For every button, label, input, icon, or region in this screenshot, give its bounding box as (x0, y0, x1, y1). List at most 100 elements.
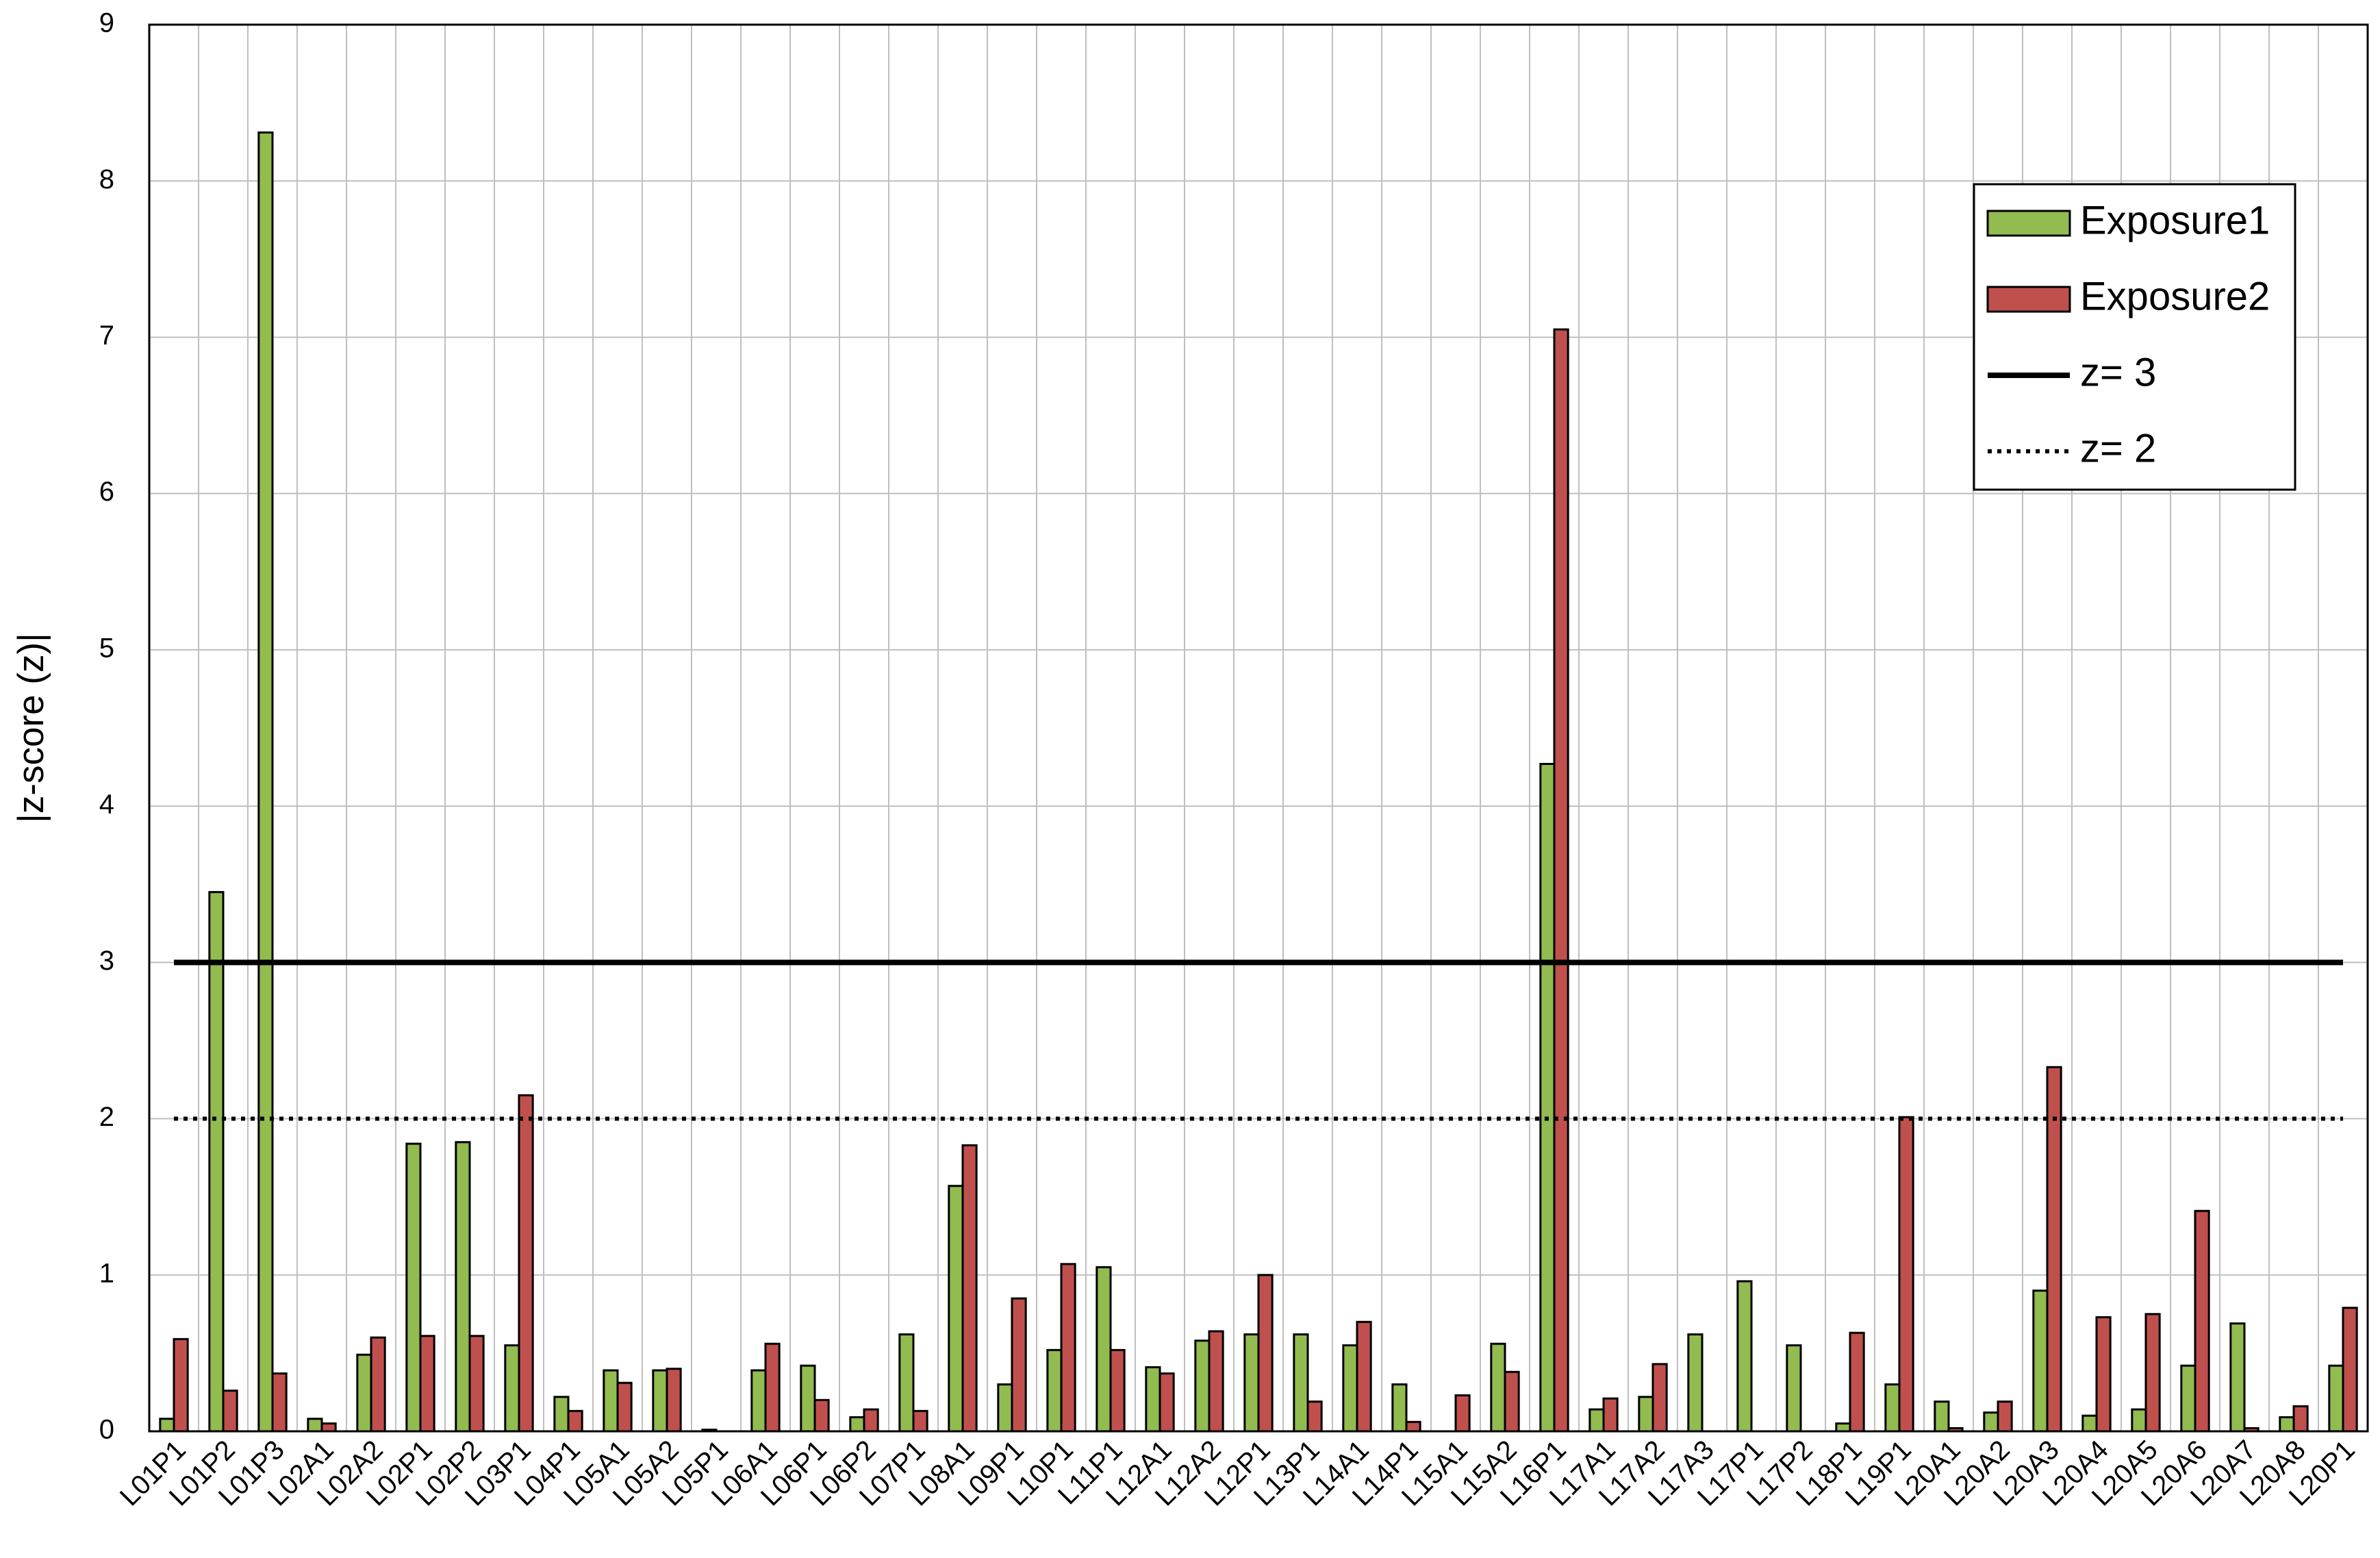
bar (948, 1185, 964, 1433)
bar (1208, 1330, 1224, 1433)
bar (1934, 1400, 1950, 1433)
bar (1243, 1333, 1260, 1433)
bar (849, 1416, 865, 1433)
legend-label: z= 3 (2080, 350, 2156, 394)
bar (567, 1409, 583, 1433)
bar (1898, 1116, 1914, 1433)
bar (800, 1364, 816, 1433)
bar (2328, 1364, 2344, 1433)
bar (222, 1390, 238, 1433)
legend-swatch (1986, 286, 2071, 313)
bar (2131, 1408, 2147, 1433)
bar (666, 1368, 682, 1433)
bar (455, 1141, 471, 1433)
bar (603, 1369, 619, 1433)
bar (1588, 1408, 1605, 1433)
bar (159, 1418, 175, 1433)
bar (1454, 1394, 1471, 1433)
bar (813, 1398, 830, 1433)
bar (2194, 1209, 2210, 1433)
bar (553, 1396, 570, 1433)
bar (1602, 1397, 1619, 1433)
bar (1835, 1422, 1851, 1433)
bar (1159, 1372, 1175, 1433)
bar (2229, 1322, 2246, 1433)
bar (912, 1409, 928, 1433)
bar (2292, 1405, 2309, 1433)
bar (1884, 1383, 1901, 1433)
bar (961, 1144, 978, 1433)
bar (356, 1353, 372, 1433)
bar (1651, 1363, 1668, 1433)
y-tick-label: 6 (99, 477, 114, 507)
bar (257, 131, 274, 1433)
plot-frame (148, 23, 2369, 1433)
bar (1983, 1411, 1999, 1433)
bar (2144, 1313, 2161, 1433)
bar (468, 1335, 485, 1433)
bar (1194, 1340, 1211, 1433)
legend-label: z= 2 (2080, 426, 2156, 470)
y-tick-label: 1 (99, 1258, 114, 1288)
bar (2032, 1290, 2049, 1433)
legend-swatch (1986, 210, 2071, 237)
bar (1060, 1263, 1076, 1433)
bar (1539, 762, 1556, 1433)
y-tick-label: 7 (99, 321, 114, 351)
bar (405, 1142, 422, 1433)
bar (750, 1369, 767, 1433)
bar (1490, 1342, 1506, 1433)
bar (370, 1336, 386, 1433)
bar (518, 1094, 534, 1433)
y-tick-label: 3 (99, 946, 114, 976)
bar (1736, 1280, 1753, 1433)
bar (1257, 1274, 1274, 1433)
bar (1687, 1333, 1704, 1433)
legend-label: Exposure2 (2080, 274, 2270, 318)
bar (307, 1418, 323, 1433)
bar (1997, 1400, 2013, 1433)
bar (208, 891, 225, 1433)
bar (1145, 1366, 1161, 1433)
y-axis-title: |z-score (z)| (11, 633, 51, 823)
bar (1342, 1344, 1358, 1433)
bar (1849, 1331, 1865, 1433)
bar (173, 1337, 189, 1433)
bar (764, 1342, 781, 1433)
bar (504, 1344, 520, 1433)
bar (1011, 1297, 1027, 1433)
bar (652, 1369, 668, 1433)
y-tick-label: 0 (99, 1415, 114, 1445)
bar (1391, 1383, 1408, 1433)
bar (419, 1335, 435, 1433)
bar (898, 1333, 915, 1433)
bar (1293, 1333, 1309, 1433)
bar (320, 1422, 337, 1433)
bar (616, 1381, 633, 1433)
y-tick-label: 4 (99, 790, 114, 820)
bar (2046, 1066, 2062, 1433)
y-tick-label: 9 (99, 8, 114, 38)
bar (1504, 1370, 1520, 1433)
y-tick-label: 5 (99, 633, 114, 663)
legend-label: Exposure1 (2080, 198, 2270, 242)
y-tick-label: 2 (99, 1102, 114, 1132)
bar (1786, 1344, 1802, 1433)
bar (1638, 1396, 1654, 1433)
bar (1405, 1420, 1421, 1433)
bar (1046, 1348, 1063, 1433)
bar (997, 1383, 1013, 1433)
bar (2279, 1416, 2295, 1433)
bar (2095, 1316, 2112, 1433)
y-tick-label: 8 (99, 164, 114, 194)
bar (2342, 1307, 2358, 1433)
bar (1096, 1266, 1112, 1433)
bar (2081, 1414, 2098, 1433)
bar (1356, 1320, 1372, 1433)
bar (2180, 1364, 2197, 1433)
bar (1109, 1348, 1126, 1433)
bar (271, 1372, 288, 1433)
bar (1553, 328, 1569, 1433)
bar (863, 1408, 879, 1433)
